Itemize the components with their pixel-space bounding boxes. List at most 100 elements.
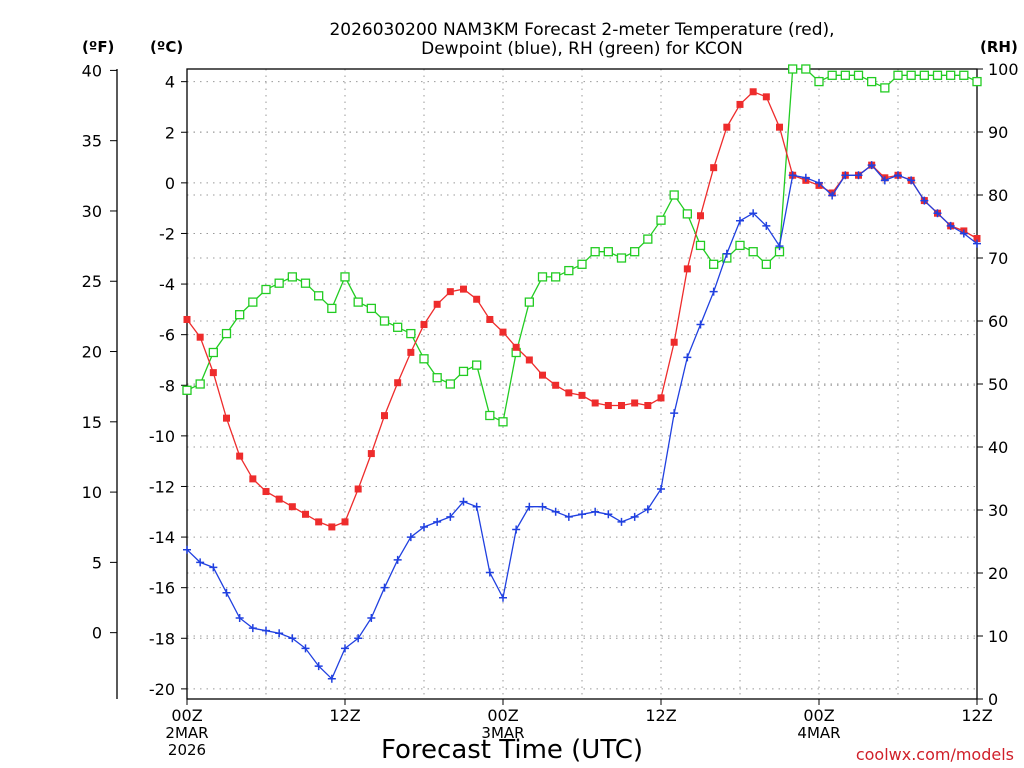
dewpoint-point [894,171,902,180]
dewpoint-point [775,242,784,251]
dewpoint-point [235,614,244,623]
dewpoint-point [538,502,547,511]
rh-point [248,297,258,307]
dewpoint-point [788,171,797,180]
rh-tick-label: 0 [988,690,998,709]
temperature-point [644,402,652,410]
temperature-point [288,503,296,511]
temperature-point [512,343,520,351]
rh-point [406,328,416,339]
dewpoint-point [617,517,626,526]
f-tick-label: 10 [82,483,102,502]
f-tick-label: 30 [82,202,102,221]
temperature-point [499,328,507,336]
dewpoint-point [459,497,468,506]
dewpoint-point [828,191,837,200]
gridlines [186,68,978,700]
dewpoint-point [973,239,981,248]
dewpoint-line [186,164,978,680]
dewpoint-point [591,507,600,516]
temperature-point [657,394,665,402]
temperature-point [565,389,573,397]
rh-point [208,347,218,358]
f-tick-label: 5 [92,553,102,572]
temperature-point [367,450,375,458]
rh-tick-label: 20 [988,564,1008,583]
rh-point [261,284,271,295]
temperature-point [460,285,467,293]
temperature-point [275,495,283,503]
temperature-point [354,485,362,493]
rh-point [656,215,666,225]
temperature-point [183,315,191,323]
rh-point [853,70,864,80]
rh-point [814,76,824,87]
dewpoint-point [314,662,323,671]
rh-tick-label: 40 [988,438,1008,457]
c-tick-label: 0 [165,174,175,193]
dewpoint-point [262,626,270,635]
rh-point [590,247,600,257]
rh-point [445,379,455,389]
dewpoint-point [525,502,534,511]
dewpoint-point [222,588,231,597]
rh-point [353,297,363,307]
temperature-point [394,379,402,387]
temperature-point [670,338,678,346]
dewpoint-point [762,221,771,230]
temperature-point [552,381,560,389]
dewpoint-point [643,505,652,514]
fahrenheit-axis: 40 35 30 25 20 15 10 5 0 [82,61,117,643]
temperature-point [723,123,731,131]
rh-point [735,240,745,251]
temperature-point [697,212,704,220]
rh-series [182,64,982,427]
dewpoint-point [512,525,521,534]
dewpoint-point [420,522,428,531]
temperature-point [446,288,454,296]
x-tick-label: 12Z [961,706,992,725]
fahrenheit-unit-label: (ºF) [82,38,114,56]
rh-tick-label: 90 [988,123,1008,142]
temperature-point [591,399,599,407]
rh-point [801,64,811,74]
temperature-point [381,412,388,420]
x-tick-label: 4MAR [797,724,840,742]
rh-point [880,83,890,93]
rh-point [577,259,587,269]
rh-unit-label: (RH) [980,38,1018,56]
temperature-point [433,300,441,308]
dewpoint-point [209,563,218,572]
rh-tick-label: 10 [988,627,1008,646]
c-tick-label: -2 [159,224,175,243]
rh-point [919,70,929,80]
temperature-point [302,510,309,518]
temperature-point [631,399,639,407]
title: 2026030200 NAM3KM Forecast 2-meter Tempe… [329,20,834,59]
rh-point [761,259,771,269]
dewpoint-point [683,353,692,362]
rh-point [748,247,758,257]
rh-point [564,265,574,276]
dewpoint-point [354,634,363,643]
rh-point [867,76,877,87]
rh-point [327,303,337,314]
rh-point [524,297,534,307]
dewpoint-point [183,545,191,554]
temperature-point [420,321,428,329]
celsius-unit-label: (ºC) [150,38,183,56]
temperature-point [973,235,981,243]
rh-point [643,234,653,244]
f-tick-label: 40 [82,61,102,80]
x-tick-label: 00Z [803,706,834,725]
dewpoint-point [564,512,573,521]
temperature-point [776,123,783,131]
credit-text: coolwx.com/models [856,745,1014,764]
f-tick-label: 25 [82,272,102,291]
dewpoint-point [815,178,823,187]
dewpoint-point [736,216,744,225]
rh-point [287,272,297,282]
dewpoint-point [920,196,929,205]
